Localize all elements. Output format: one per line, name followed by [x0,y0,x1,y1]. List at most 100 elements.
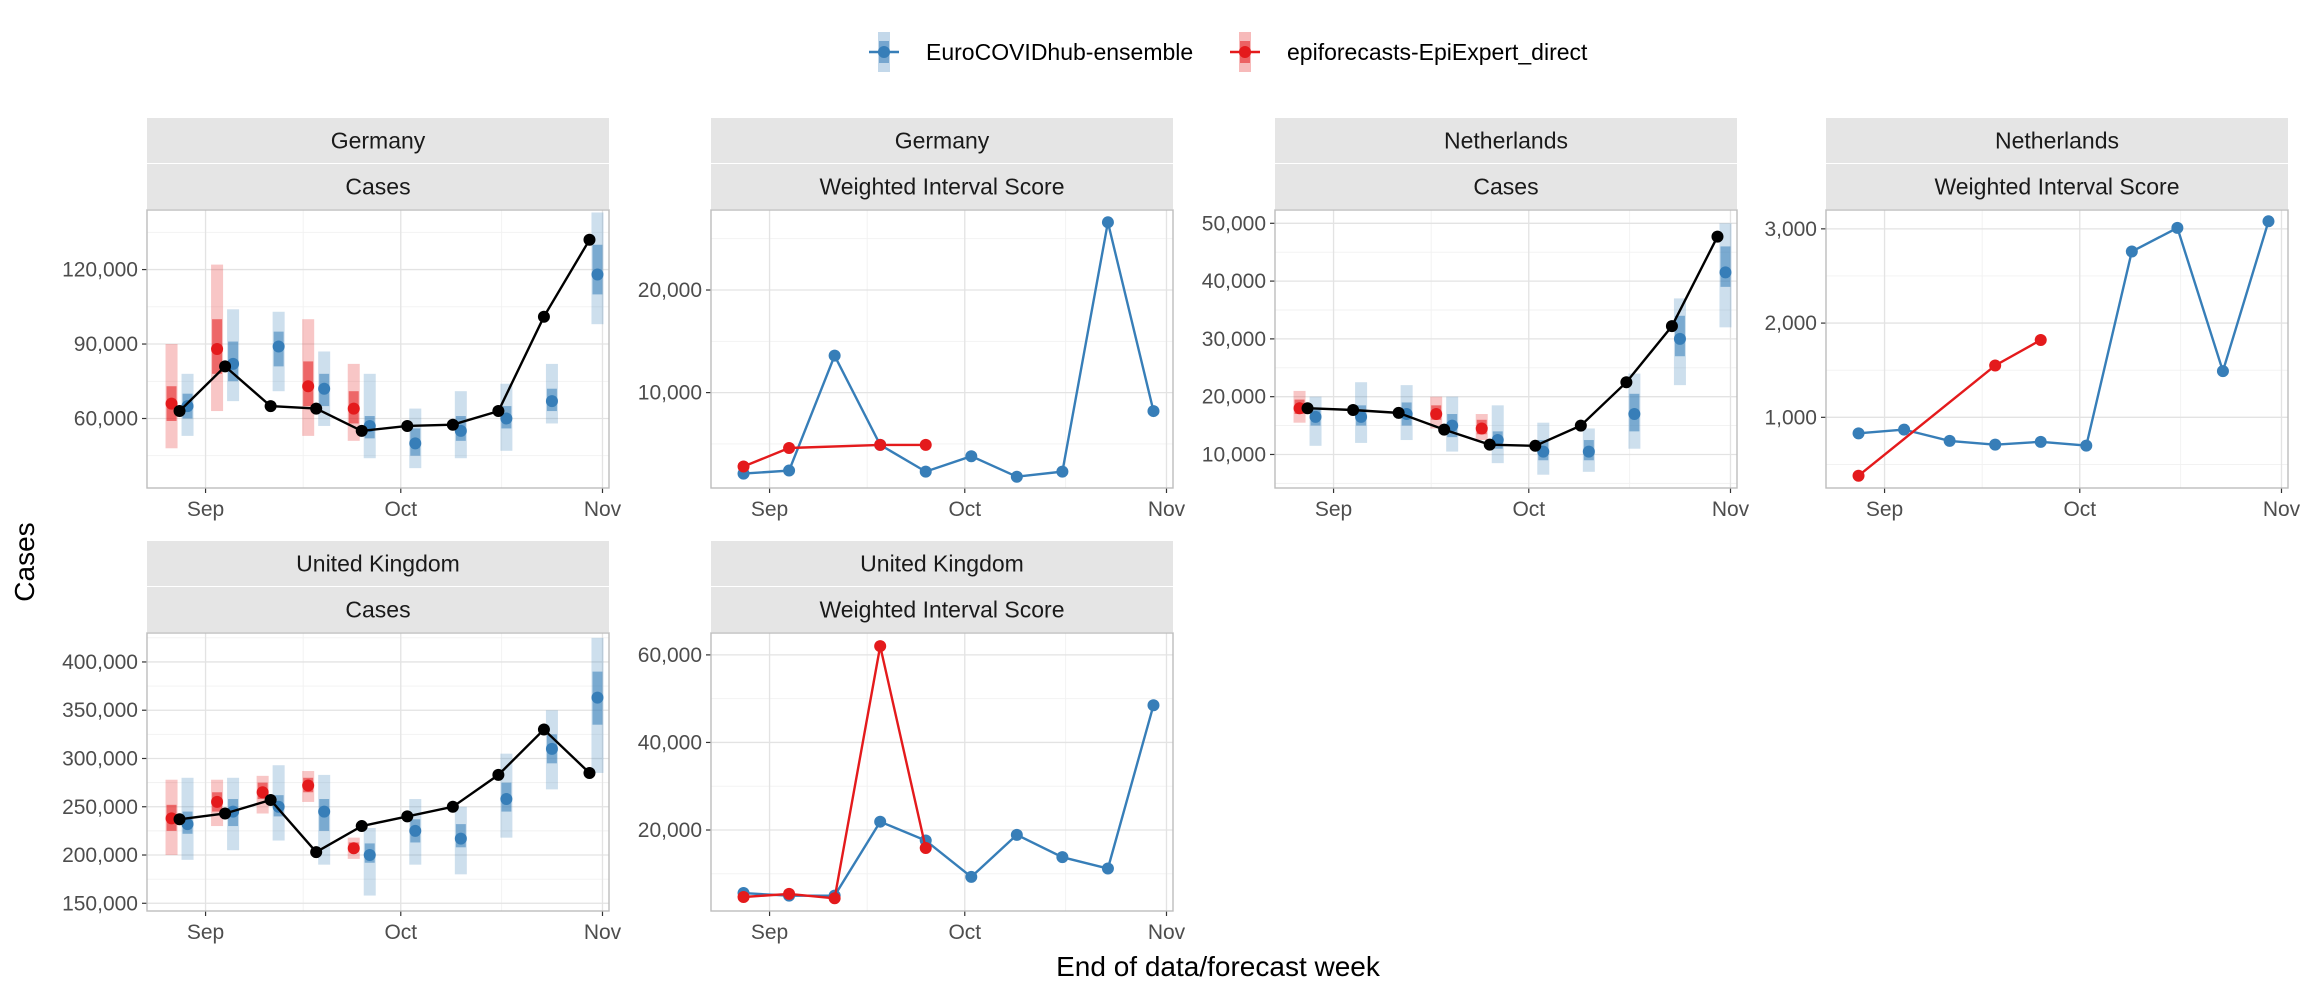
score-series-epiforecasts-epiexpert-direct [737,438,932,473]
median-point [1673,332,1686,345]
strip-location-label: Netherlands [1995,128,2119,154]
strip-location-bg [147,118,609,163]
y-tick-label: 200,000 [62,844,138,867]
x-tick-label: Sep [187,498,224,521]
score-point [1056,851,1069,864]
score-point [828,892,841,905]
panel-netherlands-cases: Netherlands Cases 10,000 20,000 30,000 40,000… [1202,118,1750,521]
score-line [1858,220,2270,447]
score-point [2080,439,2093,452]
observed-point [1574,419,1587,432]
y-tick-label: 20,000 [638,279,702,302]
strip-target-bg [147,164,609,209]
strip-location-bg [1826,118,2288,163]
score-line [743,704,1155,897]
observed-point [1347,403,1360,416]
score-point [2171,221,2184,234]
score-point [783,887,796,900]
y-tick-label: 30,000 [1202,328,1266,351]
observed-point [583,766,596,779]
observed-series [173,723,596,859]
x-tick-label: Oct [1512,498,1545,521]
median-point [1309,410,1322,423]
observed-point [537,310,550,323]
strip-location-label: Germany [895,128,990,154]
data-marks [1293,223,1732,475]
observed-point [1483,438,1496,451]
score-point [2262,215,2275,228]
forecast-series-epiforecasts-epiexpert-direct [165,771,360,859]
grid [711,210,1173,488]
y-tick-label: 250,000 [62,796,138,819]
facet-panels: Germany Cases 60,000 90,000 120,000 Sep Oct Nov… [62,118,2301,944]
median-point [545,742,558,755]
x-tick-label: Sep [1315,498,1352,521]
observed-point [446,800,459,813]
observed-point [537,723,550,736]
score-point [1852,469,1865,482]
data-marks [165,212,604,469]
x-tick-label: Oct [384,498,417,521]
strip-target-label: Weighted Interval Score [819,597,1064,623]
x-tick-label: Sep [1866,498,1903,521]
observed-point [264,400,277,413]
score-line [743,443,926,468]
observed-point [1301,402,1314,415]
x-tick-label: Nov [2263,498,2301,521]
score-series-eurocovidhub-ensemble [737,216,1160,483]
observed-point [310,402,323,415]
median-point [409,437,422,450]
score-point [965,870,978,883]
observed-point [446,418,459,431]
score-point [1989,438,2002,451]
y-axis-title: Cases [9,522,40,601]
y-tick-label: 150,000 [62,892,138,915]
score-series-eurocovidhub-ensemble [1852,215,2275,452]
grid [1826,210,2288,488]
panel-border [1825,209,2289,489]
median-point [500,793,513,806]
median-point [272,800,285,813]
observed-line [1307,236,1719,448]
x-tick-label: Nov [584,921,622,944]
strip-target-label: Cases [1473,174,1538,200]
score-point [1101,862,1114,875]
strip-location-label: Netherlands [1444,128,1568,154]
legend-label: EuroCOVIDhub-ensemble [926,39,1193,65]
median-point [302,779,315,792]
panel-border [146,209,610,489]
forecast-series-epiforecasts-epiexpert-direct [1293,390,1488,441]
legend-item-eurocovidhub-ensemble: EuroCOVIDhub-ensemble [869,32,1193,72]
x-tick-label: Oct [948,498,981,521]
forecast-series-eurocovidhub-ensemble [181,212,604,469]
observed-point [173,405,186,418]
score-point [1943,434,1956,447]
legend-key-point [1239,46,1251,58]
median-point [165,397,178,410]
x-tick-label: Sep [751,498,788,521]
strip-location-bg [711,118,1173,163]
y-tick-label: 60,000 [74,408,138,431]
median-point [1582,445,1595,458]
data-marks [1852,215,2275,482]
forecast-series-epiforecasts-epiexpert-direct [165,264,360,449]
data-marks [737,640,1160,905]
observed-point [1665,320,1678,333]
strip-location-label: United Kingdom [860,551,1024,577]
panel-netherlands-weighted-interval-score: Netherlands Weighted Interval Score 1,000 2… [1764,118,2301,521]
strip-target-label: Weighted Interval Score [819,174,1064,200]
score-line [1857,338,2042,477]
y-tick-label: 10,000 [638,382,702,405]
score-point [919,841,932,854]
strip-target-bg [711,587,1173,632]
score-point [1147,405,1160,418]
x-tick-label: Oct [948,921,981,944]
strip-location-bg [147,541,609,586]
observed-point [492,768,505,781]
legend-key-point [878,46,890,58]
forecast-series-eurocovidhub-ensemble [1309,223,1732,475]
y-tick-label: 3,000 [1764,218,1817,241]
median-point [1628,408,1641,421]
y-tick-label: 300,000 [62,747,138,770]
